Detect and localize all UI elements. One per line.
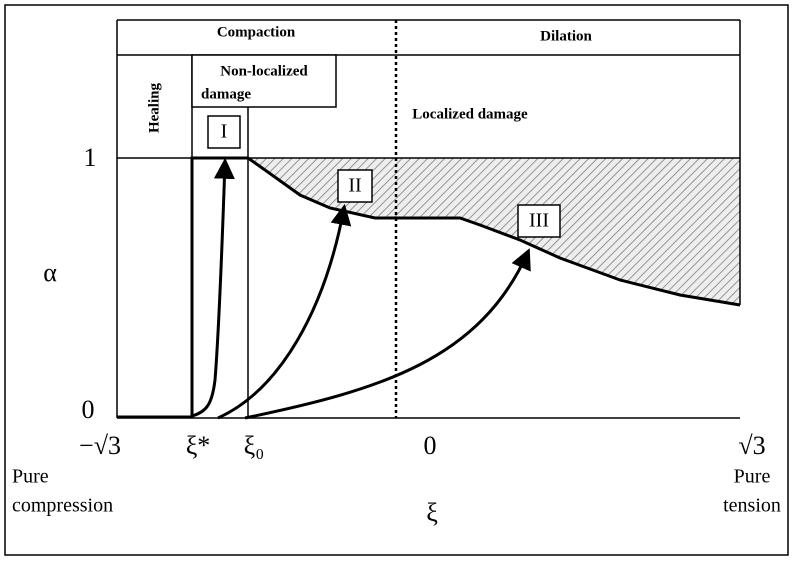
region-label: Healing: [146, 83, 162, 134]
header-label: Dilation: [540, 28, 592, 44]
region-label: damage: [201, 86, 251, 102]
note: Pure: [12, 466, 49, 488]
label-box: [207, 115, 241, 149]
x-tick-label: ξ₀: [244, 431, 265, 460]
y-tick-label: 1: [84, 143, 97, 172]
note: Pure: [734, 466, 771, 488]
threshold-curve: [117, 156, 741, 419]
note: tension: [723, 495, 781, 517]
path-label: I: [221, 121, 228, 143]
label-box: [337, 169, 373, 203]
path-label: II: [348, 175, 361, 197]
region-label: Non-localized: [220, 63, 308, 79]
header-label: Compaction: [217, 24, 296, 40]
path-label: III: [529, 210, 549, 232]
arrows: [191, 157, 531, 420]
x-tick-label: √3: [738, 431, 765, 460]
y-tick-label: 0: [82, 395, 95, 424]
x-tick-label: ξ*: [186, 431, 211, 460]
x-tick-label: 0: [424, 431, 437, 460]
frame: [4, 4, 789, 556]
y-axis-label: α: [43, 258, 57, 287]
plot-frame: [116, 19, 741, 419]
x-axis-label: ξ: [426, 498, 438, 527]
x-tick-label: −√3: [79, 431, 121, 460]
region-label: Localized damage: [412, 106, 528, 122]
note: compression: [12, 495, 113, 517]
label-box: [517, 204, 561, 238]
